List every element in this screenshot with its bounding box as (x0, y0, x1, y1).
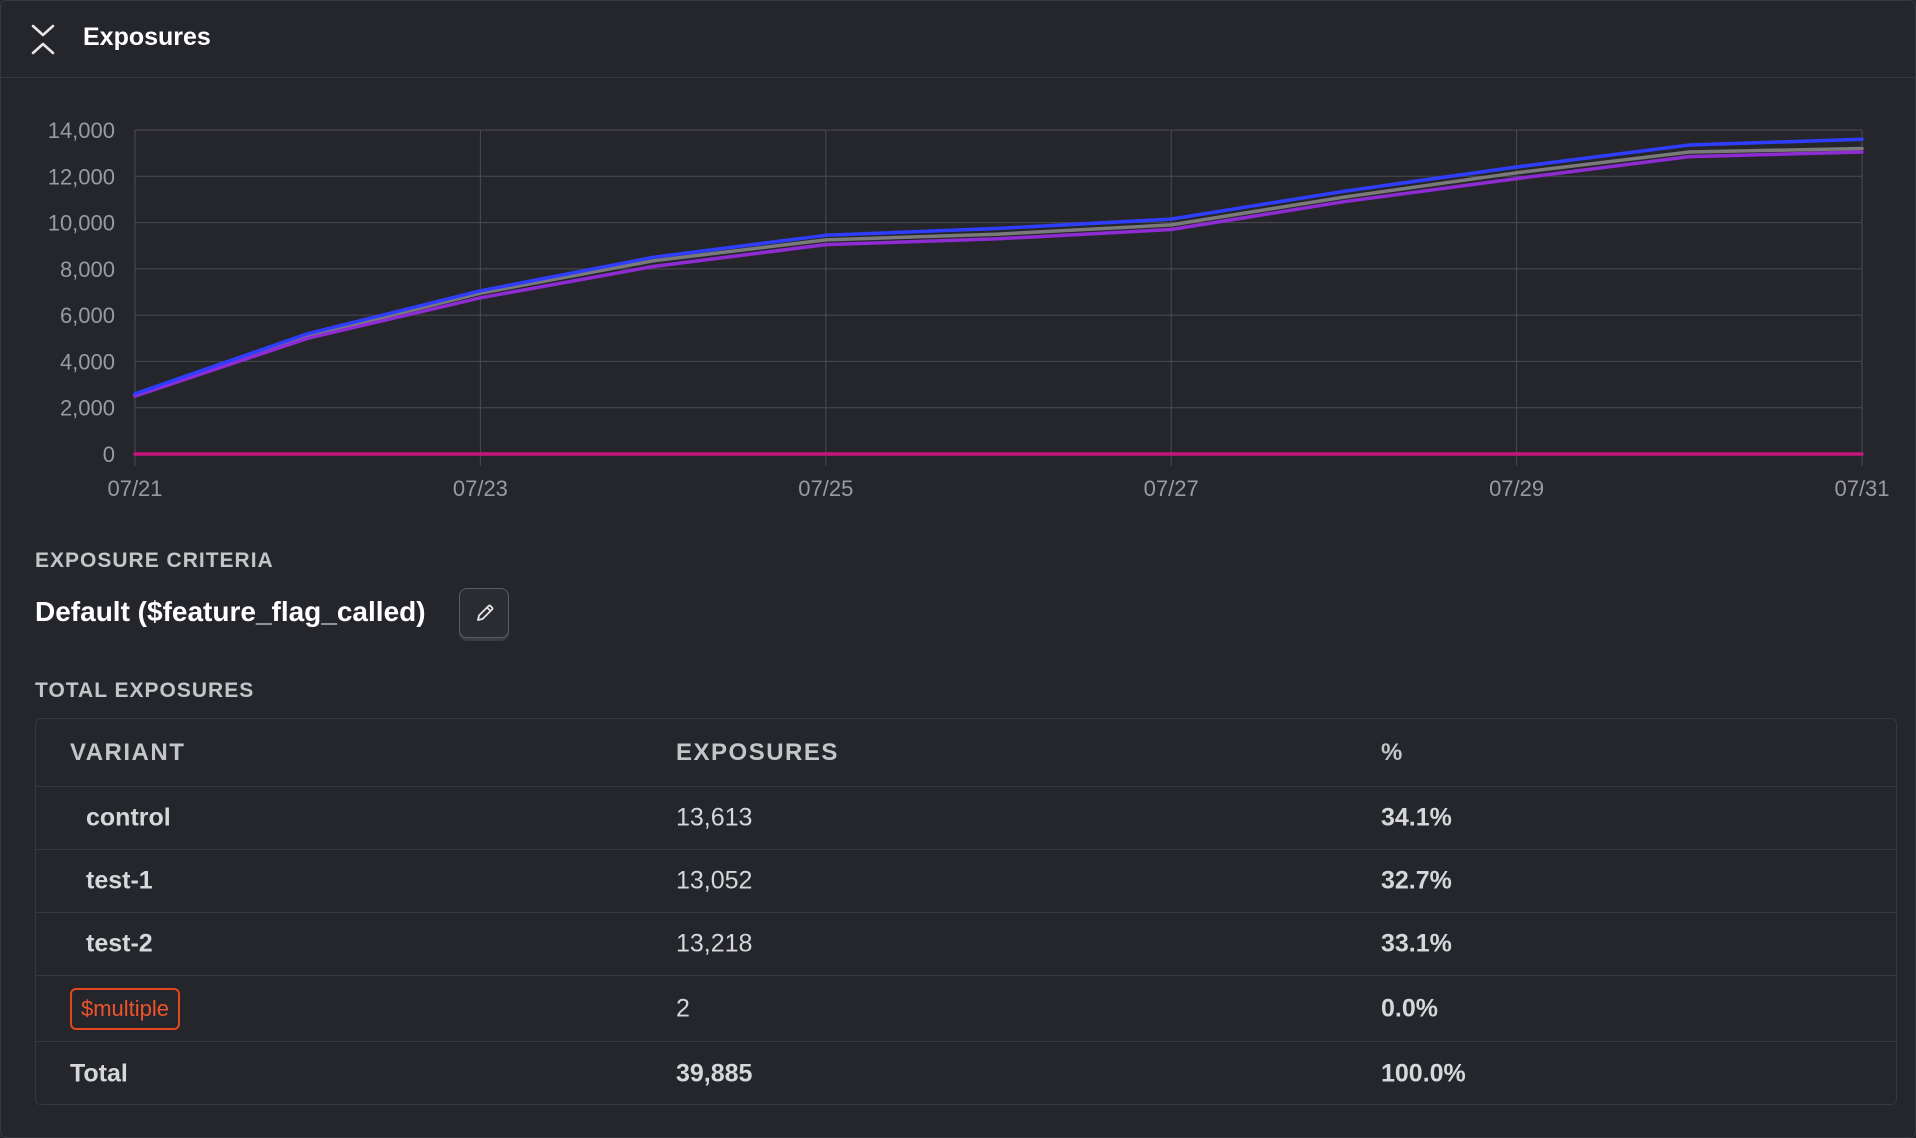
exposures-chart-svg: 0 2,000 4,000 6,000 8,000 10,000 12,000 14,000 0… (48, 118, 1890, 501)
table-total-row: Total 39,885 100.0% (36, 1042, 1896, 1104)
edit-criteria-button[interactable] (459, 588, 509, 638)
chevrons-collapse-icon[interactable] (29, 21, 57, 57)
table-header-row: VARIANT EXPOSURES % (36, 719, 1896, 787)
variant-exposures: 13,218 (676, 929, 753, 958)
series-line-3 (133, 137, 1864, 396)
table-row: test-2 13,218 33.1% (36, 913, 1896, 976)
y-tick-label: 4,000 (60, 349, 115, 374)
y-tick-label: 12,000 (48, 164, 115, 189)
panel-title: Exposures (83, 23, 211, 51)
x-tick-label: 07/25 (798, 476, 853, 501)
multiple-variant-badge: $multiple (70, 987, 181, 1030)
x-tick-label: 07/31 (1834, 476, 1889, 501)
y-tick-label: 14,000 (48, 118, 115, 143)
variant-exposures: 13,052 (676, 866, 753, 895)
series-line-1 (133, 146, 1864, 397)
y-tick-label: 8,000 (60, 257, 115, 282)
total-percent: 100.0% (1381, 1059, 1466, 1088)
variant-percent: 34.1% (1381, 803, 1452, 832)
variant-name: test-1 (86, 866, 153, 895)
x-tick-label: 07/23 (453, 476, 508, 501)
series-line-2 (133, 150, 1864, 398)
variant-exposures: 13,613 (676, 803, 753, 832)
variant-percent: 33.1% (1381, 929, 1452, 958)
column-header-variant: VARIANT (70, 738, 186, 766)
exposures-chart: 0 2,000 4,000 6,000 8,000 10,000 12,000 14,000 0… (1, 101, 1916, 511)
column-header-percent: % (1381, 738, 1404, 766)
panel-header: Exposures (1, 1, 1915, 78)
variant-exposures: 2 (676, 994, 690, 1022)
exposure-criteria-value: Default ($feature_flag_called) (35, 596, 426, 627)
y-tick-label: 6,000 (60, 303, 115, 328)
variant-percent: 32.7% (1381, 866, 1452, 895)
total-exposures: 39,885 (676, 1059, 753, 1088)
table-row: control 13,613 34.1% (36, 787, 1896, 850)
column-header-exposures: EXPOSURES (676, 738, 839, 766)
exposures-table: VARIANT EXPOSURES % control 13,613 34.1%… (35, 718, 1897, 1105)
y-tick-label: 0 (103, 442, 115, 467)
table-row: test-1 13,052 32.7% (36, 850, 1896, 913)
y-tick-label: 10,000 (48, 211, 115, 236)
variant-name: control (86, 803, 171, 832)
variant-percent: 0.0% (1381, 994, 1438, 1022)
total-label: Total (70, 1059, 128, 1088)
exposure-criteria-label: EXPOSURE CRITERIA (35, 549, 274, 572)
pencil-icon (477, 604, 494, 621)
total-exposures-label: TOTAL EXPOSURES (35, 679, 255, 702)
variant-name: test-2 (86, 929, 153, 958)
x-tick-label: 07/27 (1144, 476, 1199, 501)
y-tick-label: 2,000 (60, 396, 115, 421)
table-row: $multiple 2 0.0% (36, 976, 1896, 1042)
x-tick-label: 07/21 (107, 476, 162, 501)
x-tick-label: 07/29 (1489, 476, 1544, 501)
